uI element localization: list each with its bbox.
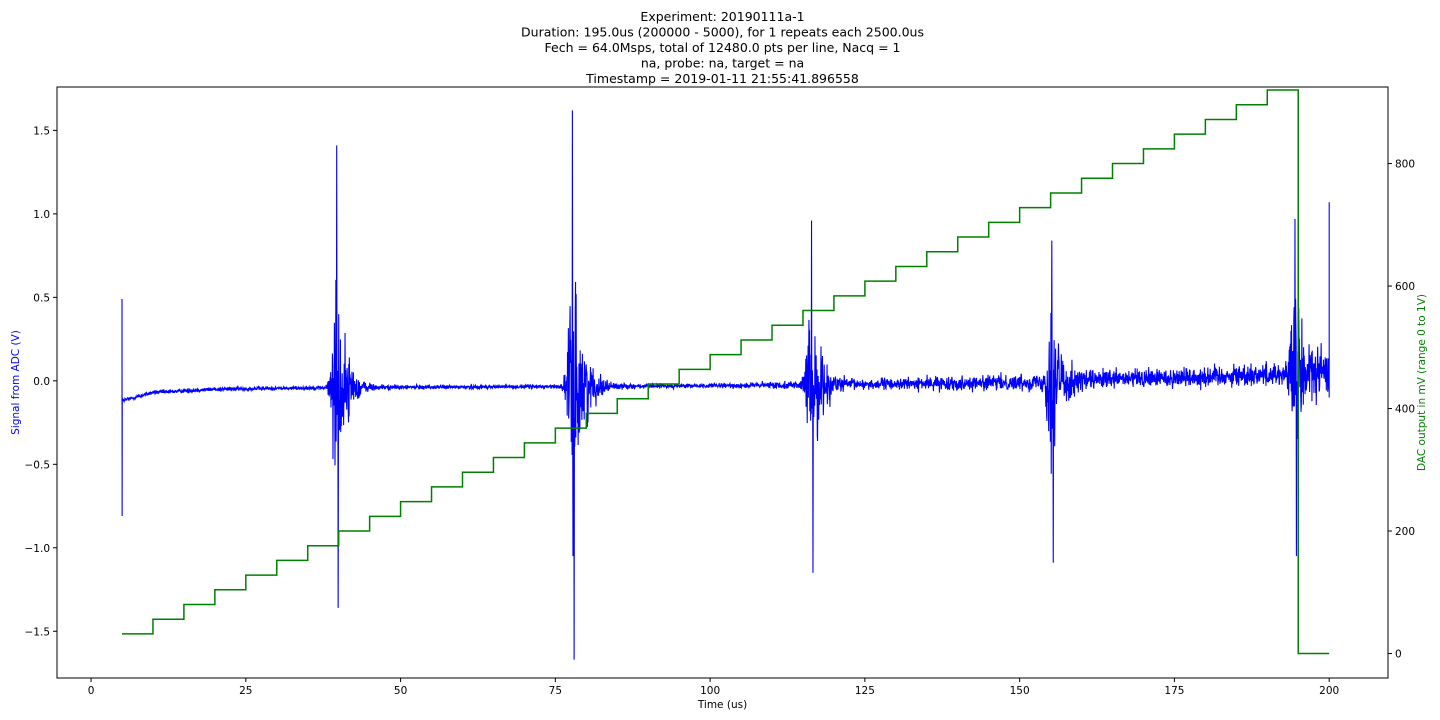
- y-right-tick-label: 200: [1395, 526, 1415, 538]
- y-left-tick-label: −1.5: [25, 626, 51, 638]
- x-tick-label: 0: [88, 685, 95, 697]
- chart-title-line: Duration: 195.0us (200000 - 5000), for 1…: [521, 25, 924, 40]
- y-left-tick-label: −1.0: [25, 543, 51, 555]
- x-tick-label: 100: [700, 685, 720, 697]
- y-left-tick-label: −0.5: [25, 459, 51, 471]
- y-axis-right: 0 200 400 600 800: [1388, 159, 1415, 661]
- chart-title-line: Experiment: 20190111a-1: [640, 9, 804, 24]
- x-axis: 0 25 50 75 100 125 150 175 200: [88, 678, 1339, 697]
- y-right-tick-label: 600: [1395, 281, 1415, 293]
- y-left-tick-label: 1.5: [33, 125, 50, 137]
- x-tick-label: 25: [239, 685, 252, 697]
- y-right-tick-label: 400: [1395, 404, 1415, 416]
- y-axis-right-label: DAC output in mV (range 0 to 1V): [1416, 294, 1428, 471]
- x-tick-label: 175: [1164, 685, 1184, 697]
- y-right-tick-label: 0: [1395, 649, 1402, 661]
- chart-title-line: na, probe: na, target = na: [641, 56, 804, 71]
- chart-title-line: Timestamp = 2019-01-11 21:55:41.896558: [585, 71, 859, 86]
- x-tick-label: 150: [1010, 685, 1030, 697]
- x-tick-label: 200: [1319, 685, 1339, 697]
- x-tick-label: 125: [855, 685, 875, 697]
- plot-frame: [56, 86, 1389, 679]
- x-tick-label: 50: [394, 685, 407, 697]
- y-axis-left-label: Signal from ADC (V): [10, 330, 22, 435]
- y-right-tick-label: 800: [1395, 159, 1415, 171]
- y-left-tick-label: 0.0: [33, 376, 50, 388]
- plot-area: [121, 89, 1330, 660]
- x-axis-label: Time (us): [697, 699, 747, 711]
- dac-output-line: [122, 89, 1330, 655]
- y-left-tick-label: 1.0: [33, 209, 50, 221]
- x-tick-label: 75: [549, 685, 562, 697]
- chart-title-line: Fech = 64.0Msps, total of 12480.0 pts pe…: [545, 40, 901, 55]
- y-left-tick-label: 0.5: [33, 292, 50, 304]
- y-axis-left: −1.5 −1.0 −0.5 0.0 0.5 1.0 1.5: [25, 125, 57, 638]
- adc-signal-line: [121, 110, 1330, 660]
